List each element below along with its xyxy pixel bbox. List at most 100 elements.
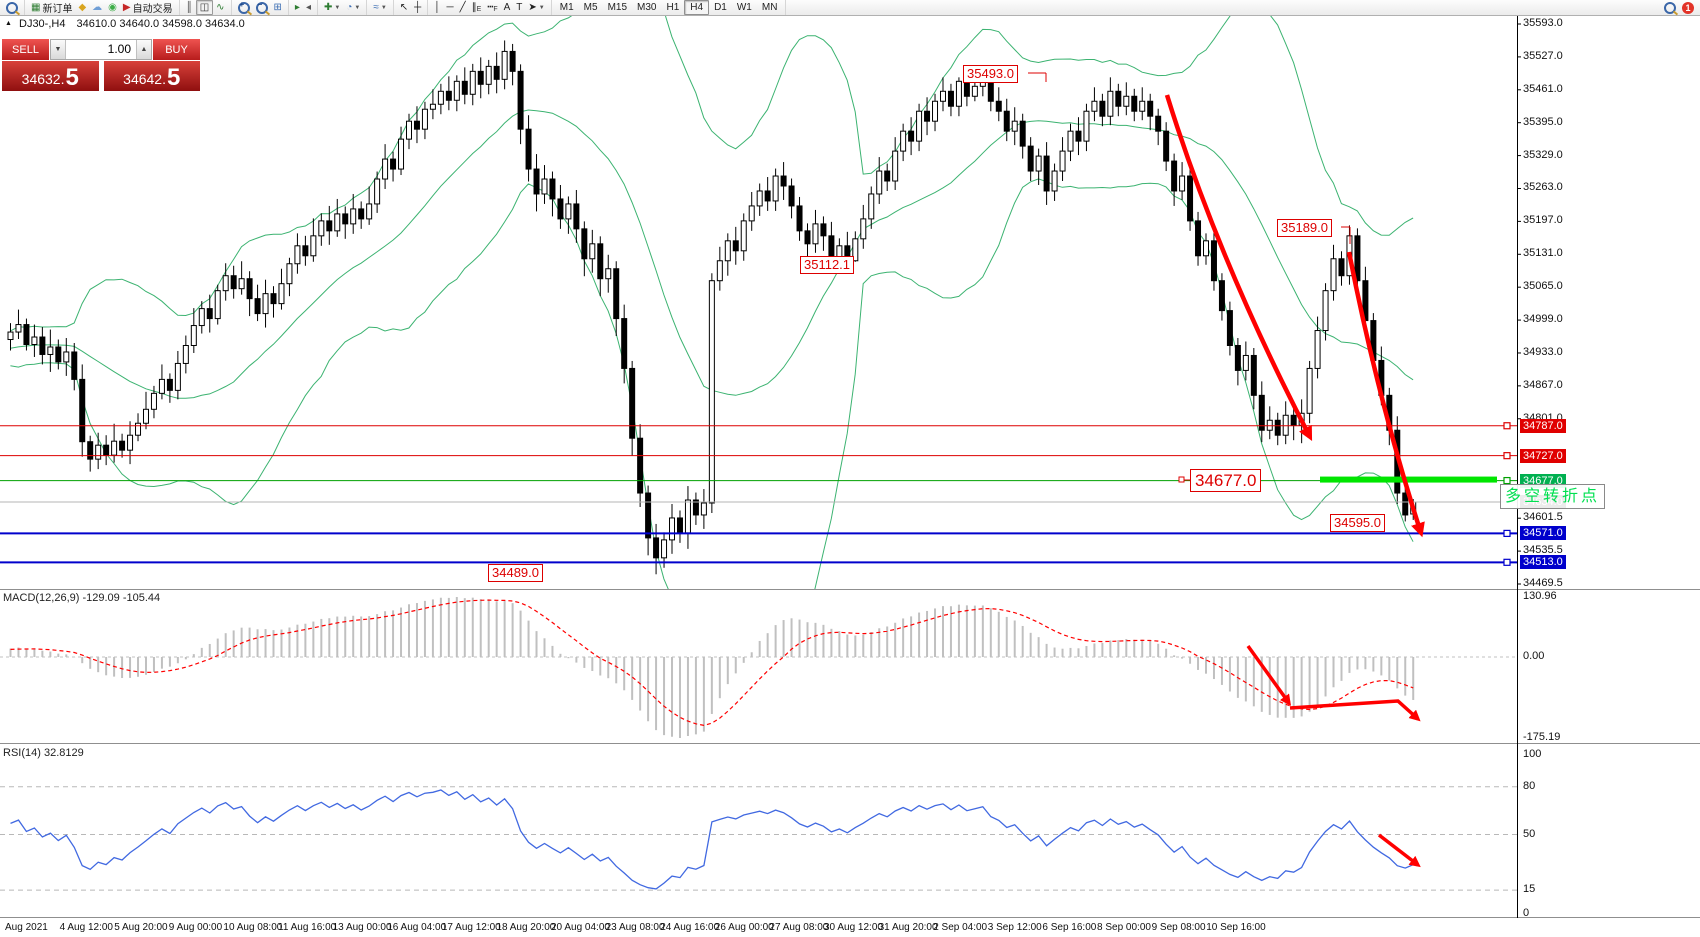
bar-chart-icon: ║ — [185, 1, 193, 13]
tf-w1[interactable]: W1 — [736, 2, 752, 13]
community-icon[interactable]: ☁ — [89, 1, 105, 14]
toolbar-group: │ ─ ╱ ∥ E ┅ F A T ➤ ▼ — [428, 0, 552, 15]
price-badge-34571.0: 34571.0 — [1520, 526, 1566, 541]
tf-m30[interactable]: M30 — [637, 2, 657, 13]
community-icon: ☁ — [92, 1, 103, 13]
price-badge-34787.0: 34787.0 — [1520, 418, 1566, 433]
chevron-down-icon[interactable]: ▼ — [334, 4, 341, 11]
cursor-icon: ↖ — [399, 1, 409, 13]
signal-icon: ◉ — [108, 1, 117, 13]
fibonacci-icon[interactable]: ┅ F — [487, 1, 498, 14]
cursor-icon[interactable]: ↖ — [397, 1, 411, 14]
chart-shift-icon: ◂ — [305, 1, 311, 13]
price-axis-tick: 34999.0 — [1523, 313, 1563, 326]
tf-d1[interactable]: D1 — [714, 2, 727, 13]
time-axis-label: 11 Aug 16:00 — [278, 922, 337, 933]
search-icon — [6, 1, 18, 14]
vertical-line-icon[interactable]: │ — [431, 1, 443, 14]
buy-price-pips: 5 — [166, 64, 181, 91]
line-chart-icon[interactable]: ∿ — [213, 1, 227, 14]
zoom-in-icon: + — [237, 0, 250, 14]
volume-input[interactable]: 1.00 — [107, 42, 131, 56]
volume-decrease-button[interactable]: ▼ — [51, 40, 66, 59]
auto-scroll-icon[interactable]: ▸ — [292, 1, 303, 14]
buy-button[interactable]: BUY — [153, 39, 200, 60]
macd-axis-tick: 130.96 — [1523, 590, 1557, 602]
vertical-line-icon: │ — [434, 1, 441, 13]
zoom-in-icon[interactable]: + — [235, 0, 253, 14]
label-icon[interactable]: T — [513, 1, 525, 14]
tf-h1[interactable]: H1 — [666, 2, 680, 13]
time-axis-label: 17 Aug 12:00 — [441, 922, 501, 933]
time-axis-label: Aug 2021 — [5, 922, 48, 933]
history-center-icon[interactable]: ◆ — [75, 1, 89, 14]
price-annotation-34489[interactable]: 34489.0 — [488, 564, 543, 582]
search-icon[interactable] — [3, 1, 21, 14]
signal-icon[interactable]: ◉ — [105, 1, 120, 14]
candlestick-chart-icon[interactable]: ◫ — [195, 0, 214, 15]
buy-price: 34642. — [123, 71, 166, 87]
indicators-icon[interactable]: ≈ ▼ — [370, 1, 389, 14]
price-annotation-35493[interactable]: 35493.0 — [963, 65, 1018, 83]
price-annotation-35112[interactable]: 35112.1 — [800, 256, 855, 274]
tf-mn[interactable]: MN — [761, 2, 778, 13]
chevron-down-icon[interactable]: ▼ — [354, 4, 361, 11]
new-chart-icon[interactable]: ✚ ▼ — [321, 1, 343, 14]
arrows-icon[interactable]: ➤ ▼ — [525, 1, 547, 14]
search-icon[interactable] — [1664, 1, 1676, 14]
price-axis-tick: 34867.0 — [1523, 378, 1563, 391]
bar-chart-icon[interactable]: ║ — [183, 1, 196, 14]
profiles-icon[interactable]: ◔ ▼ — [343, 1, 363, 14]
volume-increase-button[interactable]: ▲ — [136, 40, 151, 59]
macd-axis-tick: 0.00 — [1523, 650, 1545, 662]
one-click-trading-panel: SELL ▼ 1.00 ▲ BUY 34632. 5 34642. 5 — [2, 39, 200, 91]
price-axis-tick: 35065.0 — [1523, 280, 1563, 293]
autotrading-button[interactable]: ▶ 自动交易 — [120, 1, 176, 16]
text-icon[interactable]: A — [501, 1, 514, 14]
buy-price-box[interactable]: 34642. 5 — [103, 61, 200, 91]
time-axis-label: 9 Aug 00:00 — [168, 922, 223, 933]
trend-note[interactable]: 多空转折点 — [1500, 484, 1606, 509]
horizontal-line-icon: ─ — [446, 1, 454, 13]
toolbar-right-icons: 1 — [1664, 1, 1700, 14]
crosshair-icon[interactable]: ┼ — [411, 1, 424, 14]
sell-price-box[interactable]: 34632. 5 — [2, 61, 99, 91]
zoom-out-icon[interactable]: − — [253, 0, 271, 14]
time-axis-label: 16 Aug 04:00 — [387, 922, 447, 933]
price-axis-tick: 34933.0 — [1523, 345, 1563, 358]
price-annotation-34677[interactable]: 34677.0 — [1190, 469, 1262, 492]
price-annotation-35189[interactable]: 35189.0 — [1277, 219, 1332, 237]
new-order-button[interactable]: ▦ 新订单 — [28, 1, 75, 16]
time-axis-label: 24 Aug 16:00 — [660, 922, 720, 933]
tf-m1[interactable]: M1 — [559, 2, 574, 13]
macd-indicator-label: MACD(12,26,9) -129.09 -105.44 — [3, 592, 161, 604]
tile-windows-icon[interactable]: ⊞ — [271, 1, 285, 14]
tf-h4[interactable]: H4 — [684, 0, 710, 15]
sell-button[interactable]: SELL — [2, 39, 49, 60]
price-axis-tick: 34469.5 — [1523, 577, 1563, 589]
chevron-down-icon[interactable]: ▼ — [380, 4, 387, 11]
tf-m15[interactable]: M15 — [607, 2, 628, 13]
price-annotation-34595[interactable]: 34595.0 — [1330, 514, 1385, 532]
channel-icon[interactable]: ∥ E — [471, 1, 482, 14]
chart-shift-icon[interactable]: ◂ — [303, 1, 314, 14]
fibonacci-icon: ┅ — [487, 1, 494, 13]
price-badge-34513.0: 34513.0 — [1520, 555, 1566, 570]
trendline-icon[interactable]: ╱ — [457, 1, 469, 14]
tf-m5[interactable]: M5 — [583, 2, 598, 13]
chevron-down-icon[interactable]: ▼ — [538, 4, 545, 11]
notification-icon[interactable]: 1 — [1682, 1, 1694, 14]
toolbar-group: + − ⊞ — [232, 0, 289, 15]
time-axis-label: 20 Aug 04:00 — [551, 922, 610, 933]
crosshair-icon: ┼ — [414, 1, 422, 13]
time-axis-label: 8 Sep 00:00 — [1097, 922, 1151, 933]
toolbar-group: M1 M5 M15 M30 H1 H4 D1 W1 MN — [552, 0, 787, 15]
rsi-axis-tick: 15 — [1523, 883, 1536, 896]
autotrading-button: ▶ — [122, 1, 131, 13]
toolbar-group: ▦ 新订单 ◆ ☁ ◉ ▶ 自动交易 — [25, 0, 180, 15]
toolbar-group: ≈ ▼ — [367, 0, 394, 15]
rsi-axis-tick: 0 — [1523, 907, 1530, 919]
collapse-triangle-icon[interactable]: ▲ — [5, 20, 12, 27]
horizontal-line-icon[interactable]: ─ — [444, 1, 457, 14]
